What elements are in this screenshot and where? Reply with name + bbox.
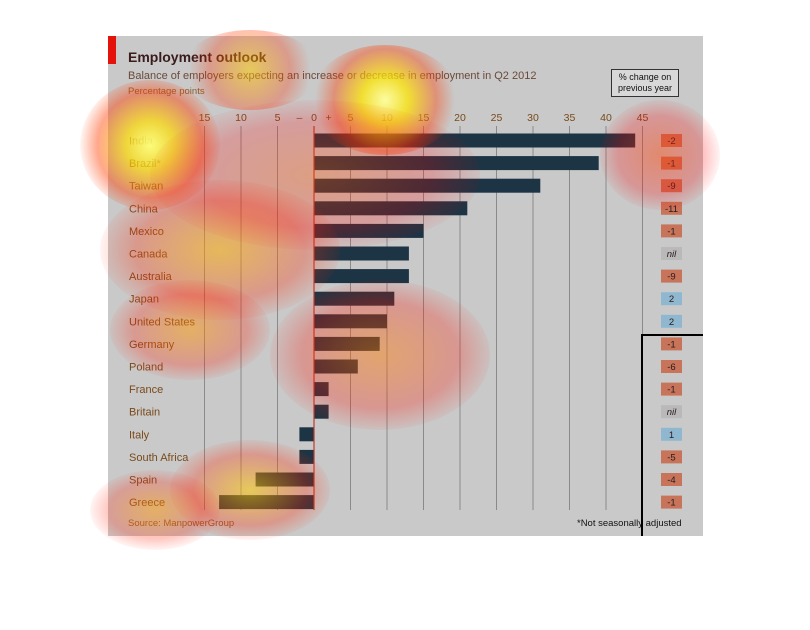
x-tick-label: 45 [637,112,649,124]
category-label: Greece [129,497,165,509]
x-tick-label: 30 [527,112,539,124]
change-value: -1 [667,159,675,170]
x-tick-label: – [296,112,302,124]
bar [314,336,380,351]
change-badge [661,156,682,170]
x-tick-label: 0 [311,112,317,124]
change-badge [661,292,682,306]
x-tick-label: 15 [418,112,430,124]
change-badge [661,224,682,238]
change-value: -9 [667,272,675,283]
bar [314,269,409,284]
category-label: Mexico [129,226,164,238]
change-value: 1 [669,430,674,441]
change-value: 2 [669,294,674,305]
change-badge [661,450,682,464]
x-tick-label: + [326,112,332,124]
x-tick-label: 10 [235,112,247,124]
x-tick-label: 40 [600,112,612,124]
category-label: Japan [129,294,159,306]
bar [314,133,636,148]
change-value: -1 [667,339,675,350]
bar [299,449,314,464]
change-badge [661,247,682,260]
change-badge [661,495,682,509]
change-badge [661,382,682,396]
bar [314,404,329,419]
change-value: -2 [667,136,675,147]
category-label: India [129,136,154,148]
change-value: nil [667,407,677,418]
change-value: -6 [667,362,675,373]
bar [314,178,541,193]
category-label: Brazil* [129,158,162,170]
category-label: Italy [129,429,150,441]
bar [314,382,329,397]
category-label: Germany [129,339,175,351]
category-label: Canada [129,249,168,261]
change-value: -5 [667,452,675,463]
bar [314,201,468,216]
change-badge [661,269,682,283]
selection-frame [641,334,703,536]
category-label: South Africa [129,452,189,464]
x-tick-label: 20 [454,112,466,124]
category-label: Spain [129,475,157,487]
bar [314,291,395,306]
change-value: -4 [667,475,675,486]
x-tick-label: 10 [381,112,393,124]
category-label: France [129,384,163,396]
bar [299,427,314,442]
brand-tab [108,36,116,64]
bar [255,472,314,487]
x-tick-label: 5 [275,112,281,124]
footnote: *Not seasonally adjusted [577,518,682,529]
change-badge [661,134,682,147]
category-label: United States [129,316,196,328]
bar [314,359,358,374]
bar [314,156,599,171]
change-value: -1 [667,226,675,237]
x-tick-label: 15 [199,112,211,124]
change-badge [661,314,682,328]
change-badge [661,405,682,419]
x-tick-label: 5 [348,112,354,124]
change-column-header: % change on previous year [611,69,679,97]
change-badge [661,427,682,441]
bar [314,246,409,261]
x-tick-label: 25 [491,112,503,124]
category-label: Poland [129,362,163,374]
category-label: Australia [129,271,173,283]
change-value: nil [667,249,677,260]
change-badge [661,201,682,215]
x-tick-label: 35 [564,112,576,124]
bar [314,223,424,238]
category-label: China [129,203,159,215]
change-badge [661,179,682,193]
change-value: -1 [667,498,675,509]
change-value: 2 [669,317,674,328]
bar [314,314,387,329]
category-label: Taiwan [129,181,163,193]
change-badge [661,337,682,351]
change-badge [661,473,682,486]
change-badge [661,360,682,373]
change-value: -1 [667,385,675,396]
bar [219,495,314,510]
category-label: Britain [129,407,160,419]
change-value: -9 [667,181,675,192]
change-value: -11 [665,204,678,215]
